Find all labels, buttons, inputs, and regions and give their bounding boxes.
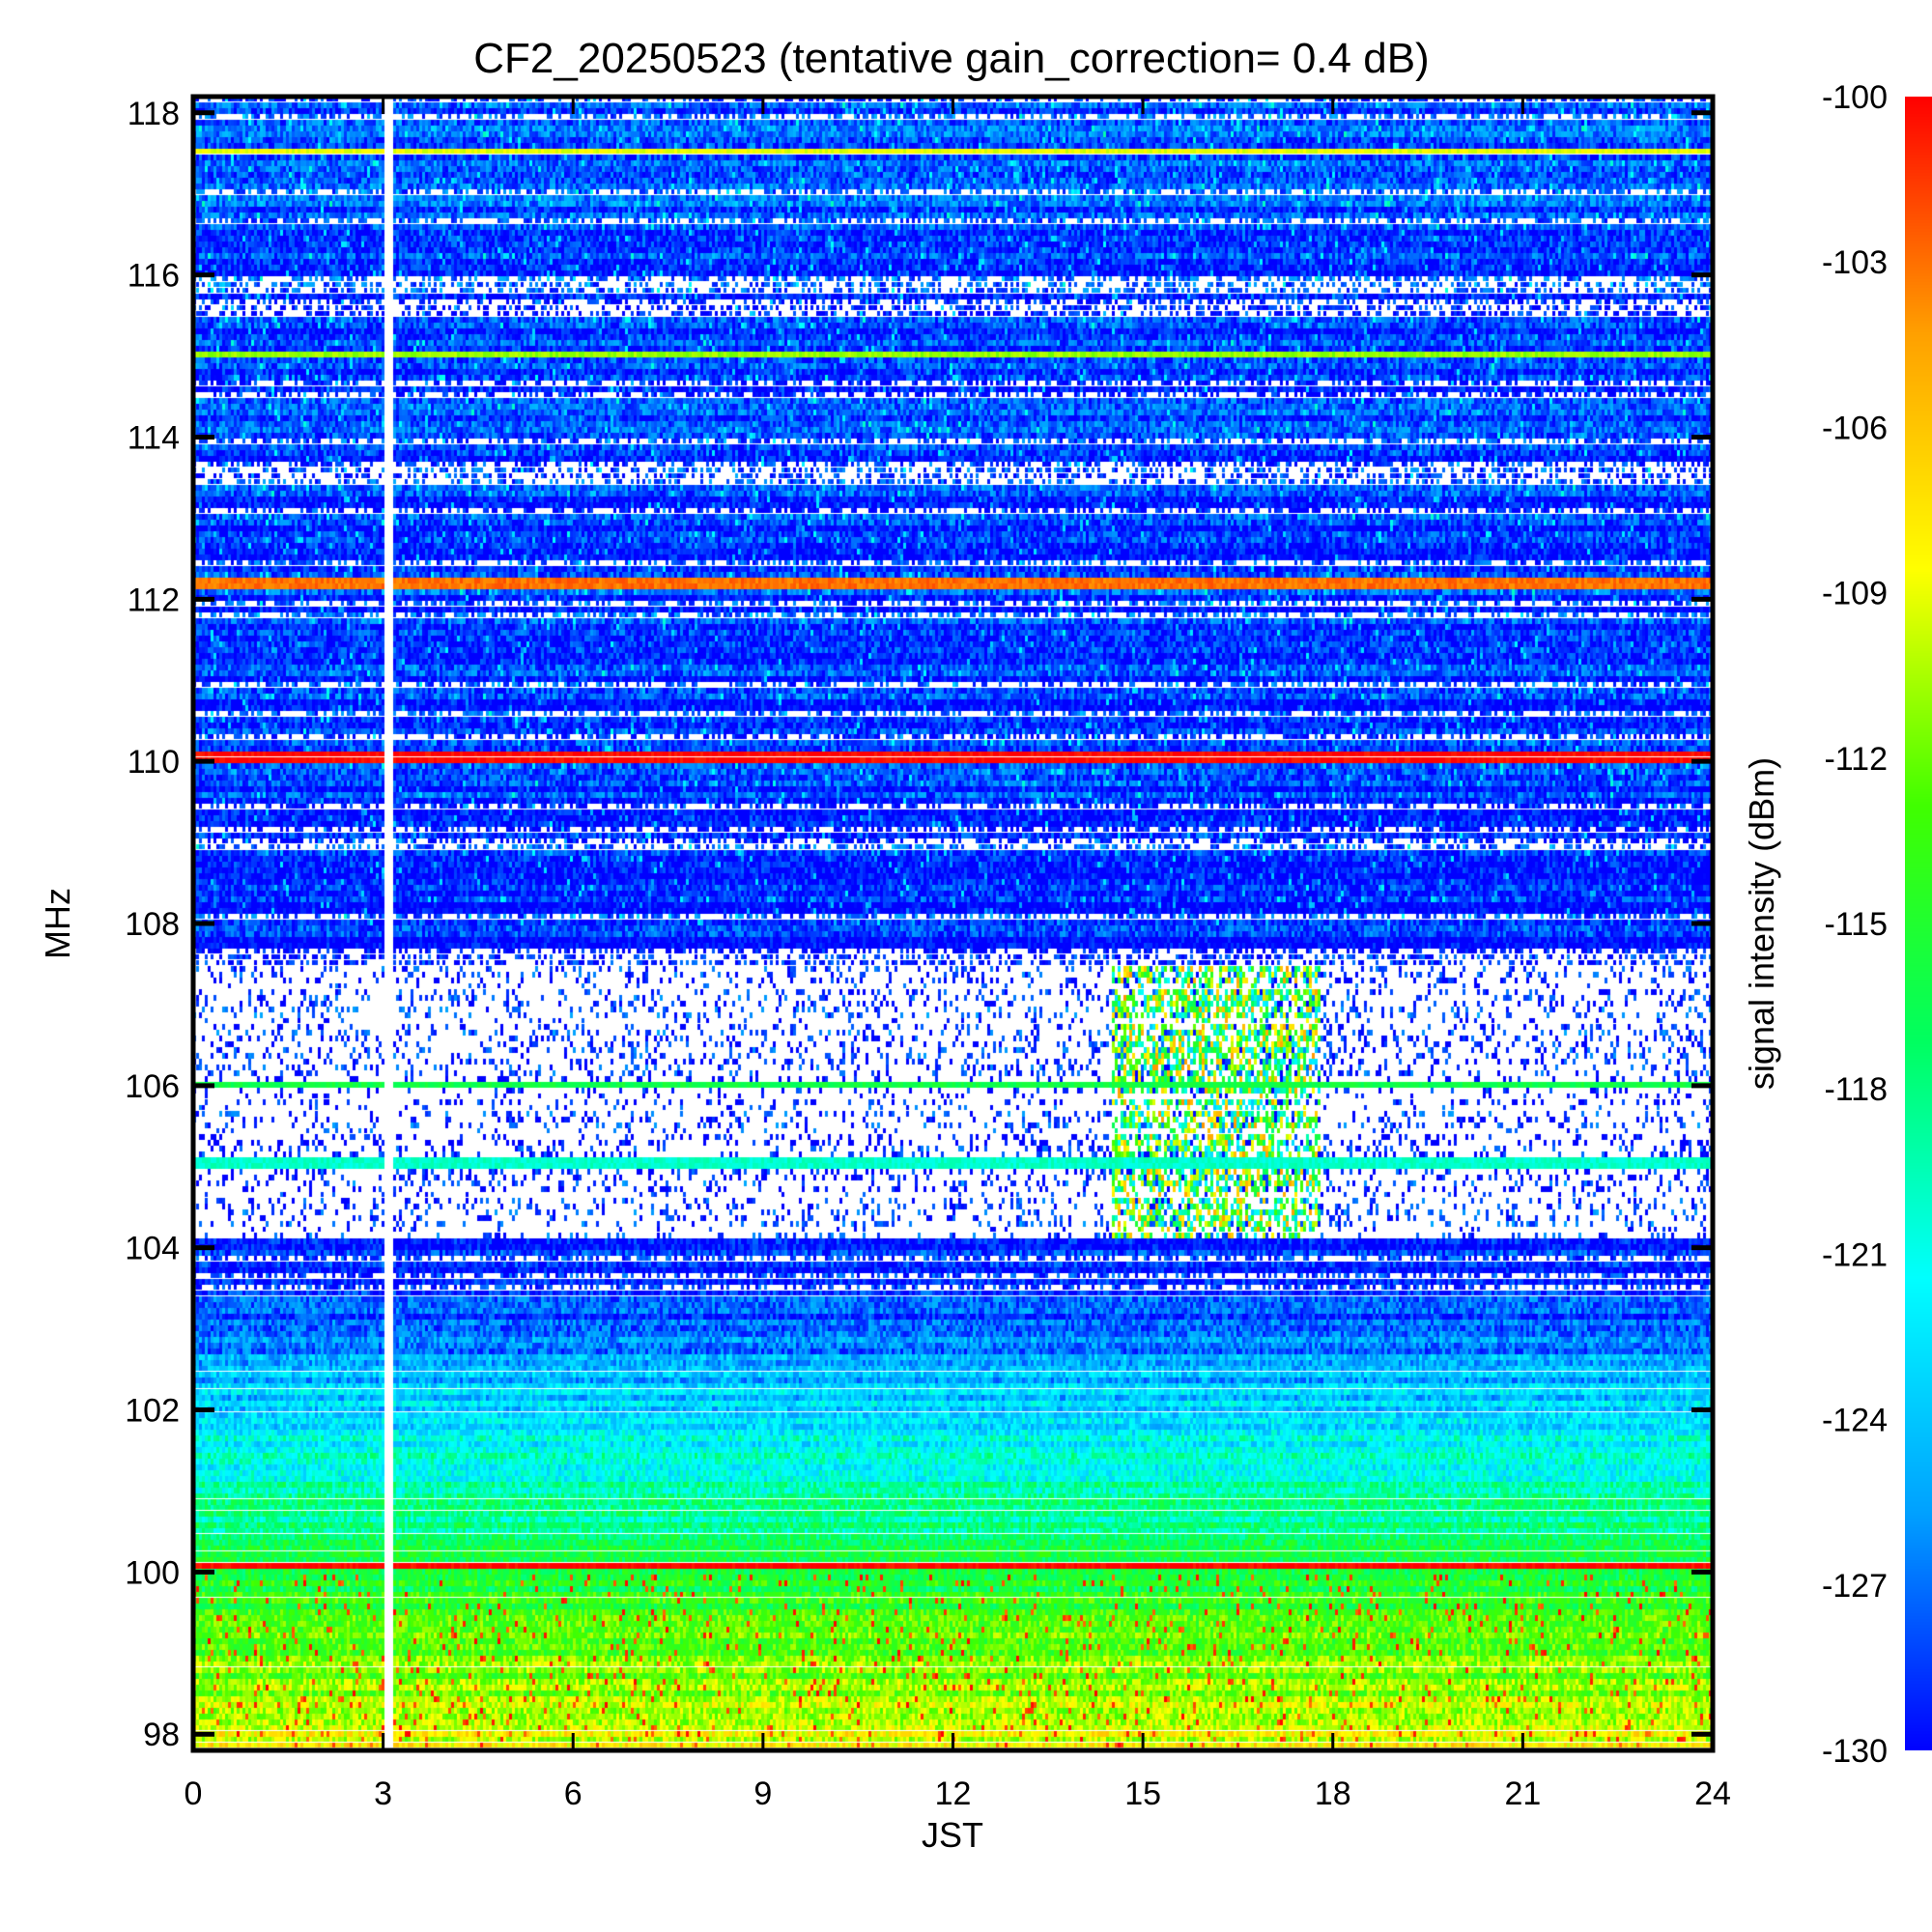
colorbar-tick-label: -112	[1824, 741, 1888, 778]
y-tick-label: 106	[125, 1068, 180, 1105]
colorbar-tick-label: -106	[1822, 410, 1888, 446]
colorbar-container	[1905, 97, 1932, 1750]
y-tick-label: 100	[125, 1554, 180, 1591]
x-tick-label: 21	[1504, 1776, 1541, 1812]
heatmap-raster	[193, 97, 1713, 1750]
colorbar-tick-label: -115	[1824, 906, 1888, 943]
x-tick-label: 3	[374, 1776, 392, 1812]
colorbar-tick-label: -121	[1822, 1236, 1888, 1273]
y-tick-label: 118	[128, 96, 180, 132]
colorbar-ticks: -100 -103 -106 -109 -112 -115 -118 -121 -124 -127…	[1822, 79, 1888, 1770]
x-axis-label: JST	[922, 1815, 983, 1855]
y-tick-label: 112	[128, 582, 180, 618]
colorbar-tick-label: -109	[1822, 576, 1888, 612]
y-tick-label: 98	[143, 1717, 180, 1753]
x-tick-label: 24	[1694, 1776, 1731, 1812]
colorbar-tick-label: -118	[1824, 1071, 1888, 1108]
colorbar	[1905, 97, 1932, 1750]
x-axis: 0 3 6 9 12 15 18 21 24	[185, 97, 1731, 1812]
colorbar-tick-label: -130	[1822, 1733, 1888, 1770]
y-tick-label: 104	[125, 1231, 180, 1267]
y-tick-label: 110	[128, 744, 180, 781]
x-tick-label: 12	[935, 1776, 972, 1812]
colorbar-tick-label: -103	[1822, 244, 1888, 281]
x-tick-label: 18	[1315, 1776, 1351, 1812]
heatmap-raster-container	[193, 97, 1713, 1750]
y-tick-label: 114	[128, 419, 180, 456]
y-tick-label: 102	[125, 1393, 180, 1430]
x-tick-label: 9	[753, 1776, 772, 1812]
colorbar-tick-label: -127	[1822, 1568, 1888, 1605]
colorbar-tick-label: -100	[1822, 79, 1888, 116]
x-tick-label: 0	[185, 1776, 203, 1812]
y-axis-label: MHz	[38, 888, 77, 959]
colorbar-label: signal intensity (dBm)	[1742, 757, 1781, 1090]
colorbar-tick-label: -124	[1822, 1403, 1888, 1439]
y-tick-label: 116	[128, 258, 180, 295]
chart-title: CF2_20250523 (tentative gain_correction=…	[473, 35, 1429, 82]
y-tick-label: 108	[125, 906, 180, 943]
y-axis: 98 100 102 104 106 108 110 112 114 116 118	[125, 96, 1713, 1753]
x-tick-label: 15	[1124, 1776, 1161, 1812]
x-tick-label: 6	[564, 1776, 582, 1812]
